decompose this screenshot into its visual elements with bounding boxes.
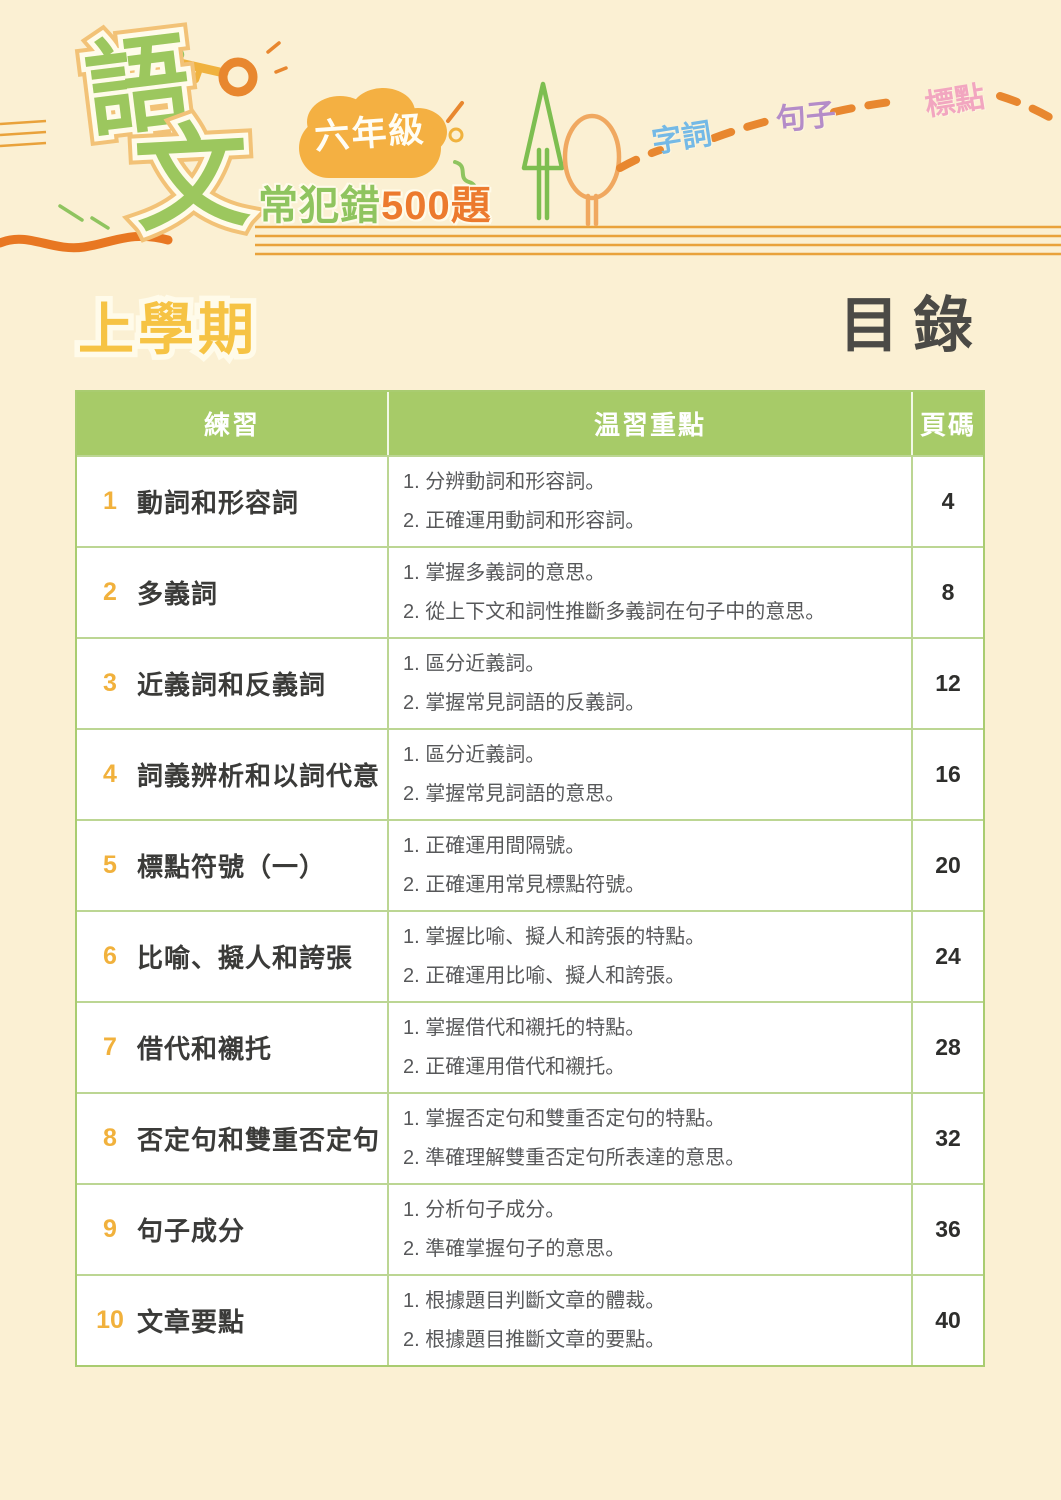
- exercise-title: 句子成分: [137, 1216, 246, 1246]
- series-title-orange: 500題: [381, 184, 492, 228]
- table-row: 9 句子成分 1. 分析句子成分。 2. 準確掌握句子的意思。 36: [77, 1183, 983, 1274]
- exercise-title: 近義詞和反義詞: [137, 670, 327, 700]
- review-point: 2. 準確掌握句子的意思。: [403, 1238, 626, 1260]
- exercise-number: 8: [103, 1124, 117, 1152]
- review-point: 1. 掌握否定句和雙重否定句的特點。: [403, 1108, 726, 1130]
- banner-stripes-icon: [255, 225, 1061, 256]
- exercise-title: 標點符號（一）: [137, 852, 327, 882]
- exercise-number: 7: [103, 1033, 117, 1061]
- exercise-title: 借代和襯托: [137, 1034, 273, 1064]
- table-row: 7 借代和襯托 1. 掌握借代和襯托的特點。 2. 正確運用借代和襯托。 28: [77, 1001, 983, 1092]
- review-point: 2. 準確理解雙重否定句所表達的意思。: [403, 1147, 746, 1169]
- page-number: 36: [935, 1216, 961, 1242]
- page-number: 28: [935, 1034, 961, 1060]
- squiggle-icon: [0, 231, 173, 253]
- table-row: 1 動詞和形容詞 1. 分辨動詞和形容詞。 2. 正確運用動詞和形容詞。 4: [77, 455, 983, 546]
- path-label-sentences: 句子: [774, 97, 838, 138]
- toc-table: 練習 温習重點 頁碼 1 動詞和形容詞 1. 分辨動詞和形容詞。 2. 正確運用動詞…: [75, 390, 985, 1367]
- series-title-green: 常犯錯: [258, 184, 381, 228]
- banner: 語 語 語 文 文 文 六年級 常犯錯500題 字詞 句子 標點: [0, 0, 1061, 290]
- exercise-number: 4: [103, 760, 117, 788]
- grade-badge: 六年級: [313, 110, 427, 157]
- exercise-number: 6: [103, 942, 117, 970]
- col-header-page: 頁碼: [919, 410, 976, 440]
- table-row: 10 文章要點 1. 根據題目判斷文章的體裁。 2. 根據題目推斷文章的要點。 40: [77, 1274, 983, 1365]
- review-point: 1. 根據題目判斷文章的體裁。: [403, 1290, 666, 1312]
- pine-tree-icon: [521, 81, 565, 221]
- review-point: 1. 分辨動詞和形容詞。: [403, 471, 606, 493]
- review-point: 2. 正確運用動詞和形容詞。: [403, 510, 646, 532]
- page-number: 16: [935, 761, 961, 787]
- dashed-path-icon: [616, 92, 1061, 172]
- review-point: 2. 掌握常見詞語的意思。: [403, 783, 626, 805]
- exercise-number: 3: [103, 669, 117, 697]
- exercise-number: 10: [96, 1306, 124, 1334]
- page-number: 4: [941, 488, 955, 514]
- review-point: 1. 掌握多義詞的意思。: [403, 562, 606, 584]
- exercise-title: 文章要點: [137, 1307, 246, 1337]
- table-row: 5 標點符號（一） 1. 正確運用間隔號。 2. 正確運用常見標點符號。 20: [77, 819, 983, 910]
- exercise-number: 9: [103, 1215, 117, 1243]
- page-number: 12: [935, 670, 961, 696]
- exercise-title: 多義詞: [137, 579, 219, 609]
- table-row: 4 詞義辨析和以詞代意 1. 區分近義詞。 2. 掌握常見詞語的意思。 16: [77, 728, 983, 819]
- exercise-title: 動詞和形容詞: [137, 488, 300, 518]
- sparkle-icon: [266, 41, 288, 74]
- review-point: 1. 區分近義詞。: [403, 653, 546, 675]
- review-point: 2. 從上下文和詞性推斷多義詞在句子中的意思。: [403, 601, 826, 623]
- exercise-title: 詞義辨析和以詞代意: [137, 761, 381, 791]
- toc-title: 目錄: [839, 292, 987, 359]
- review-point: 2. 根據題目推斷文章的要點。: [403, 1329, 666, 1351]
- review-point: 2. 正確運用常見標點符號。: [403, 874, 646, 896]
- table-row: 2 多義詞 1. 掌握多義詞的意思。 2. 從上下文和詞性推斷多義詞在句子中的意思。…: [77, 546, 983, 637]
- page-number: 32: [935, 1125, 961, 1151]
- exercise-number: 2: [103, 578, 117, 606]
- review-point: 1. 掌握比喻、擬人和誇張的特點。: [403, 926, 706, 948]
- key-icon: [170, 46, 258, 97]
- exercise-title: 否定句和雙重否定句: [137, 1125, 381, 1155]
- series-title: 常犯錯500題: [258, 186, 492, 226]
- banner-decorations: [0, 41, 1061, 256]
- col-header-exercise: 練習: [77, 392, 389, 455]
- review-point: 1. 分析句子成分。: [403, 1199, 566, 1221]
- page-number: 8: [941, 579, 955, 605]
- exercise-title: 比喻、擬人和誇張: [137, 943, 354, 973]
- table-header-row: 練習 温習重點 頁碼: [77, 392, 983, 455]
- review-point: 2. 正確運用借代和襯托。: [403, 1056, 626, 1078]
- page-number: 24: [935, 943, 961, 969]
- col-header-review-points: 温習重點: [389, 392, 913, 455]
- table-row: 8 否定句和雙重否定句 1. 掌握否定句和雙重否定句的特點。 2. 準確理解雙重否定…: [77, 1092, 983, 1183]
- table-row: 6 比喻、擬人和誇張 1. 掌握比喻、擬人和誇張的特點。 2. 正確運用比喻、擬人和…: [77, 910, 983, 1001]
- exercise-number: 1: [103, 487, 117, 515]
- review-point: 1. 區分近義詞。: [403, 744, 546, 766]
- review-point: 2. 掌握常見詞語的反義詞。: [403, 692, 646, 714]
- left-stripes-icon: [0, 119, 47, 148]
- page-number: 20: [935, 852, 961, 878]
- round-tree-icon: [562, 113, 622, 227]
- review-point: 1. 掌握借代和襯托的特點。: [403, 1017, 646, 1039]
- review-point: 1. 正確運用間隔號。: [403, 835, 586, 857]
- page-number: 40: [935, 1307, 961, 1333]
- confetti-icon: [58, 101, 483, 230]
- review-point: 2. 正確運用比喻、擬人和誇張。: [403, 965, 686, 987]
- table-row: 3 近義詞和反義詞 1. 區分近義詞。 2. 掌握常見詞語的反義詞。 12: [77, 637, 983, 728]
- cloud-icon: [299, 88, 447, 178]
- exercise-number: 5: [103, 851, 117, 879]
